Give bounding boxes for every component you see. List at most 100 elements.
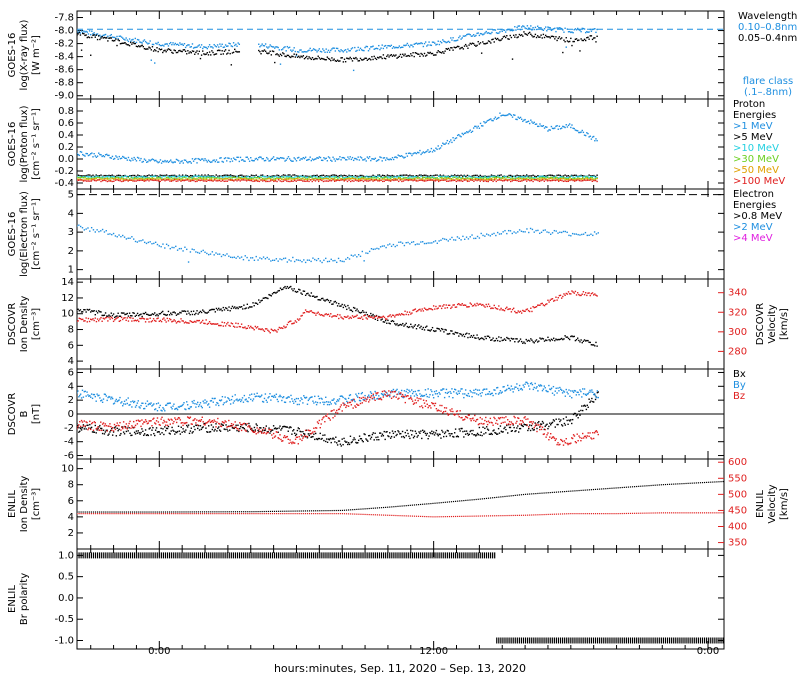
data-point — [540, 27, 541, 28]
data-point — [208, 425, 209, 426]
data-point — [426, 326, 427, 327]
data-point — [508, 39, 509, 40]
data-point — [408, 180, 409, 181]
data-point — [294, 180, 295, 181]
data-point — [198, 179, 199, 180]
data-point — [307, 178, 308, 179]
data-point — [384, 245, 385, 246]
data-point — [256, 423, 257, 424]
data-point — [104, 231, 105, 232]
data-point — [298, 157, 299, 158]
data-point — [227, 178, 228, 179]
data-point — [511, 311, 512, 312]
data-point — [232, 323, 233, 324]
data-point — [493, 233, 494, 234]
data-point — [108, 180, 109, 181]
data-point — [482, 235, 483, 236]
data-point — [116, 175, 117, 176]
data-point — [287, 158, 288, 159]
data-point — [430, 330, 431, 331]
data-point — [142, 431, 143, 432]
data-point — [332, 179, 333, 180]
data-point — [343, 307, 344, 308]
data-point — [588, 180, 589, 181]
data-point — [233, 177, 234, 178]
data-point — [137, 241, 138, 242]
data-point — [116, 179, 117, 180]
data-point — [369, 251, 370, 252]
data-point — [99, 175, 100, 176]
data-point — [497, 340, 498, 341]
data-point — [354, 254, 355, 255]
data-point — [289, 177, 290, 178]
data-point — [89, 230, 90, 231]
data-point — [300, 176, 301, 177]
data-point — [566, 46, 567, 47]
data-point — [382, 245, 383, 246]
data-point — [224, 322, 225, 323]
data-point — [457, 332, 458, 333]
data-point — [216, 178, 217, 179]
data-point — [588, 38, 589, 39]
data-point — [160, 428, 161, 429]
data-point — [344, 177, 345, 178]
data-point — [340, 159, 341, 160]
data-point — [411, 242, 412, 243]
data-point — [423, 327, 424, 328]
data-point — [290, 49, 291, 50]
data-point — [538, 340, 539, 341]
data-point — [84, 177, 85, 178]
data-point — [196, 179, 197, 180]
data-point — [146, 243, 147, 244]
data-point — [396, 157, 397, 158]
data-point — [323, 175, 324, 176]
data-point — [208, 177, 209, 178]
data-point — [168, 311, 169, 312]
y-tick-label: 0.0 — [58, 154, 74, 165]
data-point — [237, 256, 238, 257]
data-point — [305, 177, 306, 178]
data-point — [347, 178, 348, 179]
data-point — [500, 174, 501, 175]
data-point — [118, 180, 119, 181]
data-point — [190, 179, 191, 180]
data-point — [249, 161, 250, 162]
data-point — [398, 176, 399, 177]
data-point — [507, 180, 508, 181]
data-point — [235, 159, 236, 160]
data-point — [218, 308, 219, 309]
data-point — [124, 175, 125, 176]
data-point — [131, 315, 132, 316]
data-point — [584, 176, 585, 177]
data-point — [415, 244, 416, 245]
data-point — [273, 51, 274, 52]
data-point — [149, 241, 150, 242]
data-point — [120, 179, 121, 180]
data-point — [254, 427, 255, 428]
data-point — [440, 240, 441, 241]
data-point — [269, 332, 270, 333]
data-point — [179, 42, 180, 43]
data-point — [305, 175, 306, 176]
data-point — [267, 158, 268, 159]
data-point — [486, 338, 487, 339]
data-point — [478, 126, 479, 127]
legend-entry: >5 MeV — [733, 132, 773, 143]
data-point — [260, 45, 261, 46]
data-point — [571, 45, 572, 46]
data-point — [521, 231, 522, 232]
data-point — [454, 304, 455, 305]
data-point — [182, 180, 183, 181]
data-point — [543, 30, 544, 31]
data-point — [399, 56, 400, 57]
data-point — [311, 59, 312, 60]
data-point — [496, 181, 497, 182]
data-point — [96, 432, 97, 433]
data-point — [446, 142, 447, 143]
data-point — [315, 158, 316, 159]
data-point — [223, 53, 224, 54]
data-point — [574, 178, 575, 179]
data-point — [574, 128, 575, 129]
